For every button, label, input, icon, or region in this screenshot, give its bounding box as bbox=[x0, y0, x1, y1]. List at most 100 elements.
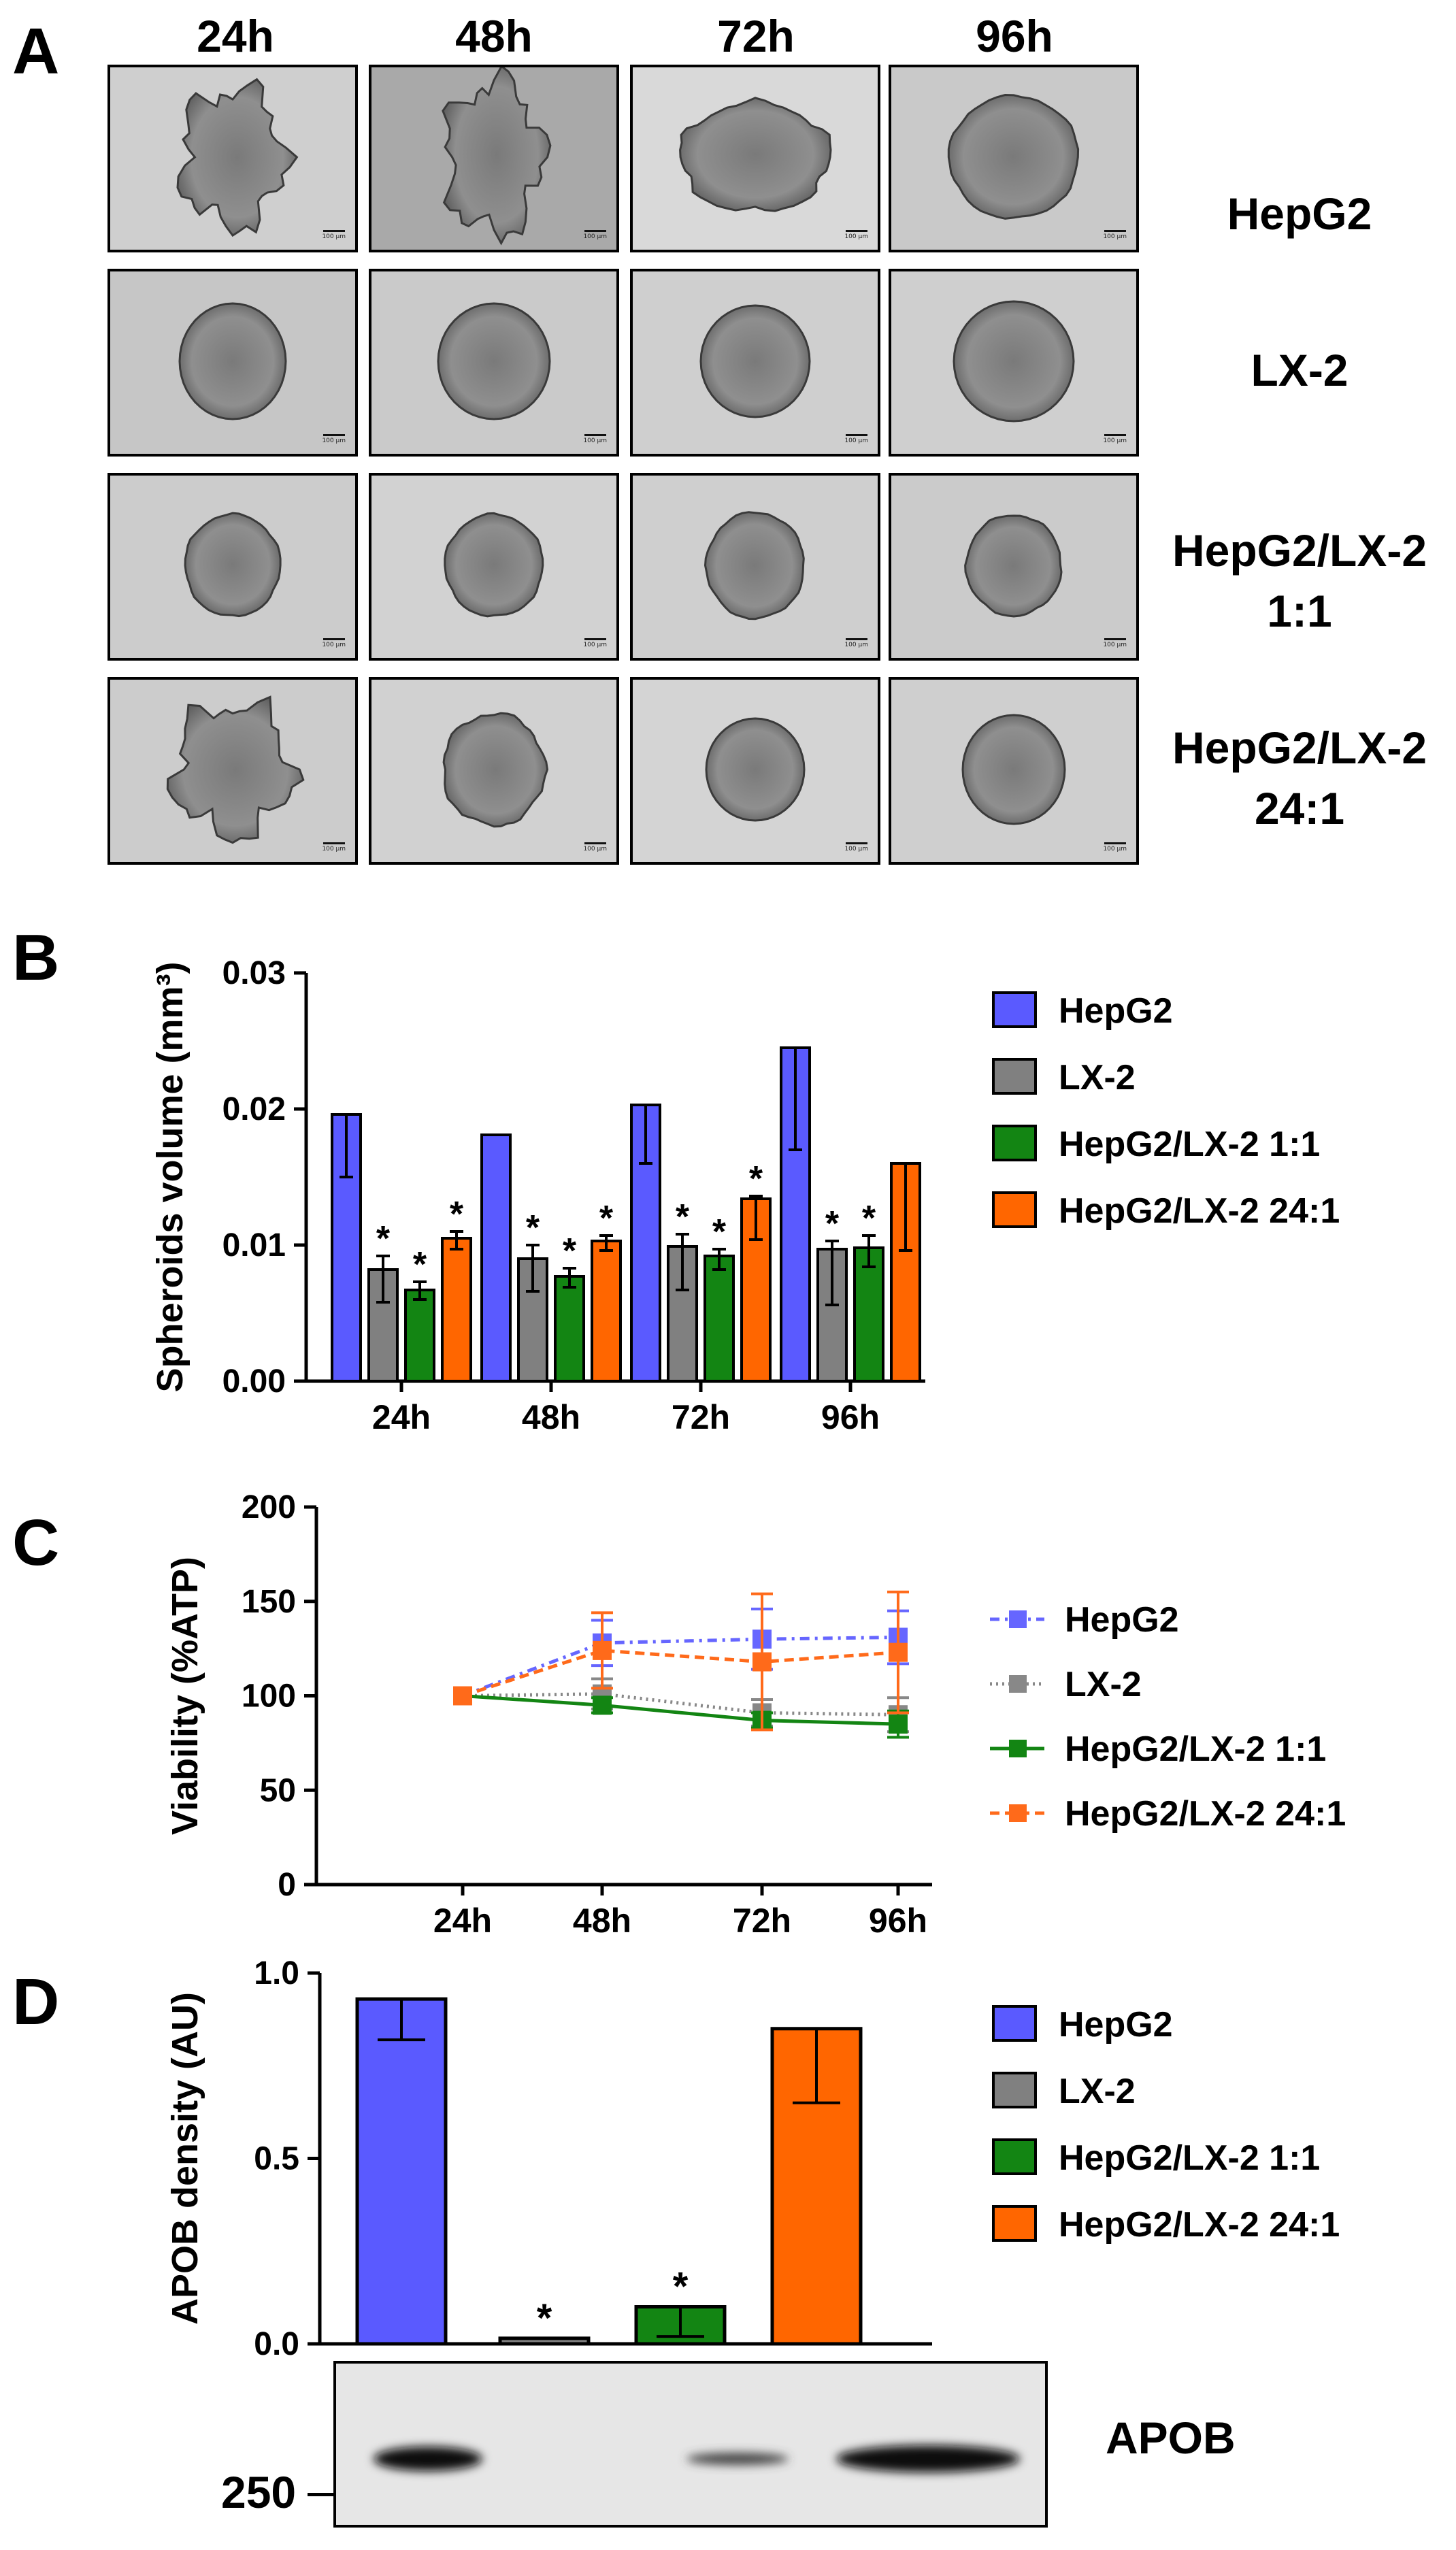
spheroid bbox=[166, 695, 305, 844]
legend-swatch bbox=[992, 991, 1037, 1028]
scale-bar: 100 µm bbox=[1103, 434, 1127, 444]
legend-marker bbox=[1009, 1610, 1027, 1628]
spheroid bbox=[178, 302, 287, 420]
row-label-line: LX-2 bbox=[1251, 345, 1349, 395]
y-tick-label: 0.01 bbox=[222, 1227, 286, 1263]
legend-marker bbox=[1009, 1740, 1027, 1757]
spheroid bbox=[961, 714, 1066, 825]
scale-bar: 100 µm bbox=[1103, 230, 1127, 240]
spheroid bbox=[444, 512, 544, 618]
scale-bar: 100 µm bbox=[844, 434, 868, 444]
data-point bbox=[593, 1640, 612, 1660]
scale-bar: 100 µm bbox=[583, 842, 607, 852]
significance-star: * bbox=[676, 1197, 690, 1237]
spheroid bbox=[679, 97, 832, 212]
bar bbox=[441, 1237, 472, 1382]
y-tick-label: 150 bbox=[242, 1584, 296, 1620]
y-axis-title: Spheroids volume (mm³) bbox=[150, 961, 191, 1392]
y-axis-title: Viability (%ATP) bbox=[165, 1557, 205, 1835]
column-label-24h: 24h bbox=[197, 11, 274, 61]
row-label-hepg2-lx2-1-1: HepG2/LX-2 1:1 bbox=[1157, 520, 1442, 642]
micrograph-tile: 100 µm bbox=[630, 473, 880, 661]
micrograph-tile: 100 µm bbox=[107, 677, 358, 865]
y-tick-label: 50 bbox=[260, 1772, 296, 1808]
scale-bar: 100 µm bbox=[583, 638, 607, 648]
blot-marker-tick bbox=[308, 2493, 333, 2496]
legend-swatch bbox=[992, 2072, 1037, 2108]
panel-letter-b: B bbox=[12, 921, 60, 994]
row-label-line: HepG2/LX-2 bbox=[1172, 723, 1427, 773]
x-tick-label: 72h bbox=[672, 1398, 730, 1436]
legend-swatch bbox=[992, 2205, 1037, 2242]
blot-band-coculture-24-1 bbox=[836, 2445, 1020, 2472]
bar bbox=[591, 1240, 622, 1382]
significance-star: * bbox=[376, 1219, 391, 1259]
significance-star: * bbox=[673, 2265, 689, 2309]
blot-band-coculture-1-1 bbox=[686, 2453, 789, 2465]
legend-marker bbox=[1009, 1675, 1027, 1693]
micrograph-tile: 100 µm bbox=[369, 65, 619, 252]
spheroid bbox=[705, 717, 806, 822]
western-blot bbox=[333, 2361, 1048, 2528]
scale-bar: 100 µm bbox=[844, 842, 868, 852]
scale-bar: 100 µm bbox=[583, 230, 607, 240]
legend-swatch bbox=[992, 2138, 1037, 2175]
significance-star: * bbox=[749, 1159, 763, 1199]
y-tick-label: 0.5 bbox=[254, 2141, 299, 2177]
micrograph-tile: 100 µm bbox=[369, 269, 619, 457]
significance-star: * bbox=[537, 2296, 552, 2340]
significance-star: * bbox=[825, 1204, 840, 1244]
micrograph-tile: 100 µm bbox=[369, 677, 619, 865]
row-label-line: 24:1 bbox=[1254, 783, 1345, 834]
significance-star: * bbox=[450, 1195, 464, 1234]
bar bbox=[704, 1255, 735, 1382]
panel-letter-a: A bbox=[12, 15, 60, 88]
legend-label: HepG2 bbox=[1059, 991, 1173, 1031]
legend-label: HepG2/LX-2 24:1 bbox=[1065, 1794, 1346, 1834]
legend-label: LX-2 bbox=[1059, 2072, 1136, 2111]
scale-bar: 100 µm bbox=[1103, 842, 1127, 852]
scale-bar: 100 µm bbox=[322, 842, 346, 852]
legend-label: HepG2/LX-2 24:1 bbox=[1059, 1191, 1340, 1231]
scale-bar: 100 µm bbox=[844, 638, 868, 648]
micrograph-tile: 100 µm bbox=[889, 65, 1139, 252]
spheroid bbox=[176, 78, 299, 237]
bar bbox=[498, 2336, 591, 2346]
scale-bar: 100 µm bbox=[322, 434, 346, 444]
column-label-72h: 72h bbox=[717, 11, 795, 61]
spheroid bbox=[699, 304, 811, 418]
blot-band-hepg2 bbox=[374, 2447, 482, 2471]
micrograph-tile: 100 µm bbox=[889, 677, 1139, 865]
micrograph-tile: 100 µm bbox=[369, 473, 619, 661]
row-label-line: HepG2 bbox=[1227, 188, 1372, 239]
significance-star: * bbox=[413, 1245, 427, 1285]
series-line bbox=[462, 1649, 899, 1698]
micrograph-tile: 100 µm bbox=[630, 677, 880, 865]
scale-bar: 100 µm bbox=[322, 638, 346, 648]
legend-label: HepG2/LX-2 1:1 bbox=[1059, 2138, 1320, 2178]
y-tick-label: 100 bbox=[242, 1678, 296, 1715]
series-line bbox=[462, 1635, 899, 1698]
scale-bar: 100 µm bbox=[583, 434, 607, 444]
spheroid bbox=[964, 514, 1063, 618]
row-label-line: HepG2/LX-2 bbox=[1172, 525, 1427, 576]
significance-star: * bbox=[862, 1199, 876, 1238]
series-line bbox=[462, 1692, 899, 1717]
micrograph-tile: 100 µm bbox=[630, 65, 880, 252]
x-tick-label: 96h bbox=[869, 1902, 927, 1940]
significance-star: * bbox=[599, 1199, 614, 1238]
y-tick-label: 0.00 bbox=[222, 1363, 286, 1400]
legend-label: HepG2/LX-2 1:1 bbox=[1059, 1125, 1320, 1164]
y-tick-label: 0.0 bbox=[254, 2326, 299, 2362]
spheroid bbox=[442, 67, 552, 246]
y-tick-label: 0.02 bbox=[222, 1091, 286, 1127]
x-tick-label: 72h bbox=[733, 1902, 791, 1940]
data-point bbox=[889, 1642, 908, 1662]
y-tick-label: 0 bbox=[278, 1867, 296, 1903]
x-tick-label: 24h bbox=[433, 1902, 492, 1940]
spheroid bbox=[704, 511, 805, 620]
y-tick-label: 0.03 bbox=[222, 955, 286, 991]
spheroid bbox=[442, 712, 549, 828]
spheroid bbox=[947, 93, 1080, 220]
